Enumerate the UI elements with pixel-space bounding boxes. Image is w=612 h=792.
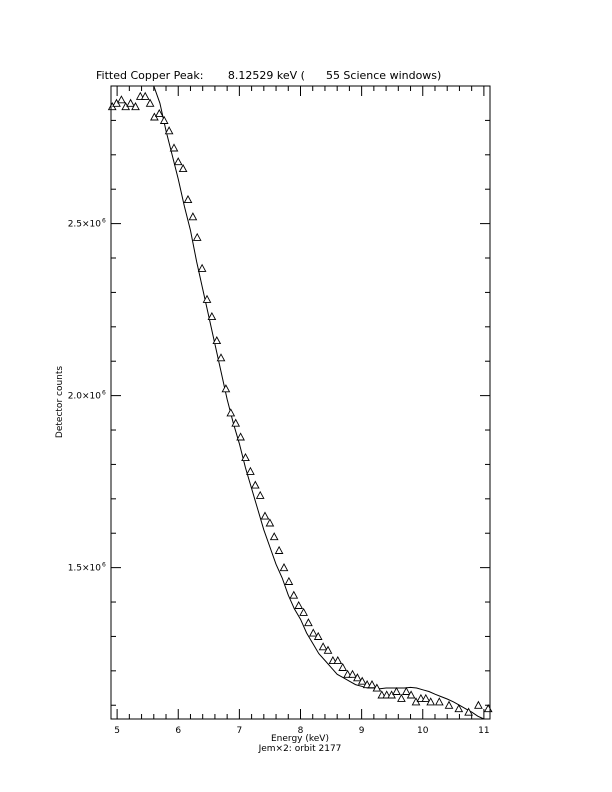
data-point xyxy=(265,518,275,527)
data-point xyxy=(159,115,169,124)
data-point xyxy=(145,98,155,107)
data-point xyxy=(260,511,270,520)
data-point xyxy=(236,432,245,441)
data-point xyxy=(169,143,179,152)
data-point xyxy=(255,490,265,499)
data-point xyxy=(474,700,483,709)
x-tick-label: 10 xyxy=(417,726,429,736)
data-point xyxy=(188,212,198,221)
chart-subtitle: Jem×2: orbit 2177 xyxy=(258,744,342,754)
y-tick-mantissa: 1.5×10 xyxy=(68,564,102,574)
data-point xyxy=(231,418,241,427)
data-point xyxy=(274,545,284,554)
data-point xyxy=(117,95,126,104)
data-point xyxy=(353,673,362,682)
data-point xyxy=(367,680,377,689)
fit-curve xyxy=(153,85,485,720)
data-point xyxy=(269,532,279,541)
data-point xyxy=(183,194,193,204)
plot-frame xyxy=(110,85,491,720)
y-tick-exponent: 6 xyxy=(102,390,106,397)
data-point xyxy=(207,311,217,321)
data-point xyxy=(226,408,236,417)
data-point xyxy=(338,662,348,671)
data-point xyxy=(421,693,431,702)
data-point xyxy=(401,686,411,695)
data-point xyxy=(178,164,188,173)
data-point xyxy=(318,642,328,651)
data-point xyxy=(246,466,255,475)
data-point xyxy=(221,384,231,393)
data-point xyxy=(392,686,401,695)
y-tick-exponent: 6 xyxy=(102,218,106,225)
data-point xyxy=(216,353,226,362)
points-layer xyxy=(107,91,493,716)
y-tick-label: 2.0×10 6 xyxy=(68,390,106,402)
data-point xyxy=(202,294,212,303)
tick-labels: 5 6 7 8 9 10 111.5×10 62.0×10 62.5×10 6 xyxy=(68,218,490,736)
data-point xyxy=(250,480,260,489)
data-point xyxy=(454,704,464,713)
data-point xyxy=(212,336,222,345)
y-tick-mantissa: 2.0×10 xyxy=(68,392,102,402)
x-tick-label: 11 xyxy=(478,726,489,736)
data-point xyxy=(348,669,357,678)
data-point xyxy=(197,263,207,272)
data-point xyxy=(304,618,313,627)
data-point xyxy=(434,697,444,706)
x-tick-label: 7 xyxy=(237,726,243,736)
data-point xyxy=(464,707,473,716)
data-point xyxy=(284,576,294,585)
data-point xyxy=(357,676,367,685)
fit-layer xyxy=(153,85,485,720)
y-tick-mantissa: 2.5×10 xyxy=(68,220,102,230)
y-tick-label: 1.5×10 6 xyxy=(68,562,106,574)
data-point xyxy=(406,690,416,699)
data-point xyxy=(426,697,436,706)
data-point xyxy=(173,157,183,166)
data-point xyxy=(164,126,174,135)
data-point xyxy=(294,600,304,609)
data-point xyxy=(308,628,318,637)
chart-title: Fitted Copper Peak: 8.12529 keV ( 55 Sci… xyxy=(96,69,441,82)
axis-ticks xyxy=(111,85,490,719)
y-tick-label: 2.5×10 6 xyxy=(68,218,106,230)
data-point xyxy=(397,693,406,702)
x-tick-label: 6 xyxy=(175,726,181,736)
data-point xyxy=(131,102,140,111)
data-point xyxy=(372,683,382,692)
x-tick-label: 5 xyxy=(114,726,120,736)
data-point xyxy=(299,607,308,616)
data-point xyxy=(289,590,299,599)
data-point xyxy=(313,631,323,640)
y-axis-title: Detector counts xyxy=(55,366,65,438)
data-point xyxy=(279,563,289,572)
data-point xyxy=(241,452,250,462)
data-point xyxy=(483,704,493,713)
data-point xyxy=(140,91,150,100)
data-point xyxy=(333,655,343,665)
y-tick-exponent: 6 xyxy=(102,562,106,569)
data-point xyxy=(154,108,164,118)
x-tick-label: 8 xyxy=(298,726,304,736)
data-point xyxy=(444,700,454,709)
data-point xyxy=(126,98,135,107)
x-axis-title: Energy (keV) xyxy=(271,734,329,744)
data-point xyxy=(323,645,333,654)
data-point xyxy=(192,232,202,241)
x-tick-label: 9 xyxy=(359,726,365,736)
